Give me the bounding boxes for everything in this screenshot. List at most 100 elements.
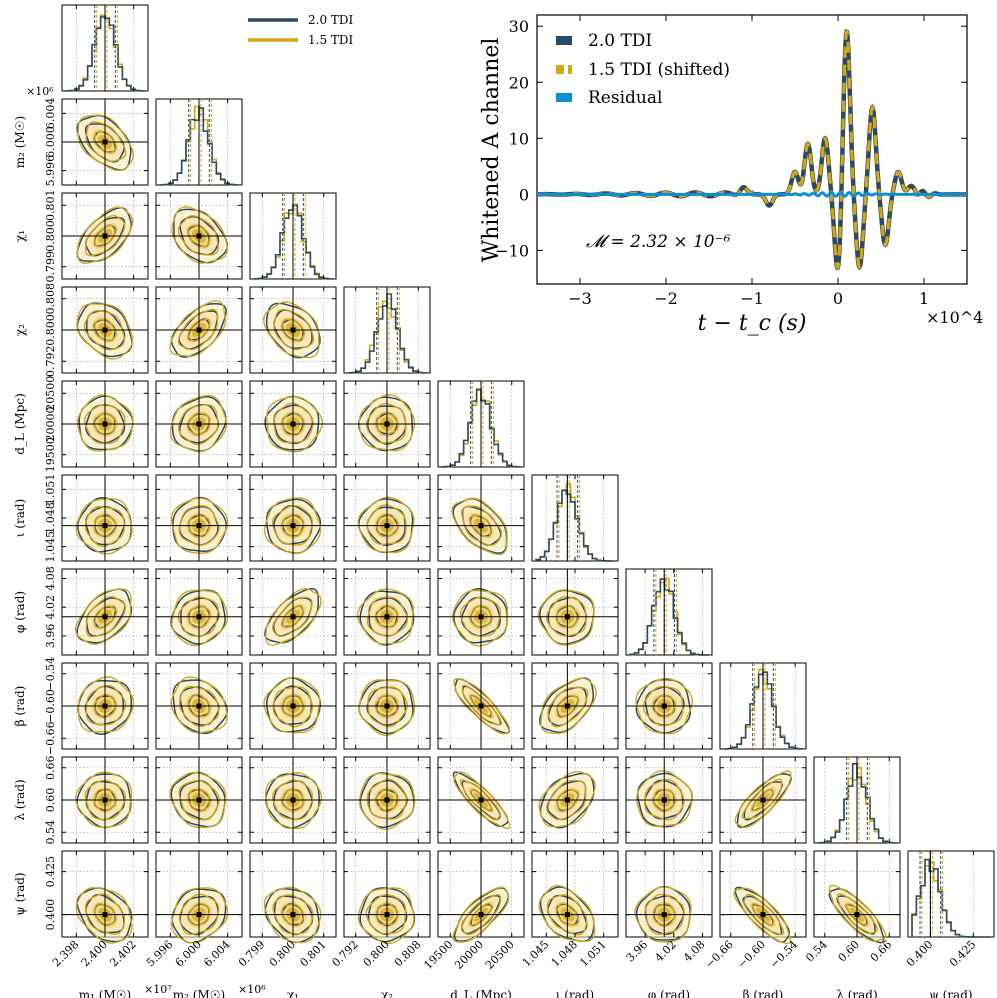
contour-1-5-tdi <box>187 788 211 812</box>
corner-panel-lambda-iota <box>531 756 619 844</box>
contour-1-5-tdi <box>546 779 587 821</box>
x-tick-label-dL: 20000 <box>452 938 486 972</box>
corner-panel-lambda-chi2 <box>343 756 431 844</box>
contour-1-5-tdi <box>93 903 117 927</box>
contour-1-5-tdi <box>546 894 588 936</box>
wave-x-tick-label: 0 <box>833 289 843 308</box>
y-axis-label-chi1: χ₁ <box>13 230 27 242</box>
y-tick-label-chi1: 0.801 <box>44 190 57 221</box>
truth-marker <box>478 523 484 529</box>
truth-marker <box>478 912 484 918</box>
wave-legend-swatch-1-5-tdi-a <box>556 65 564 74</box>
corner-panel-psi-lambda: 0.54 0.60 0.66 λ (rad) <box>803 850 901 998</box>
corner-panel-beta-m1: −0.66−0.60−0.54 β (rad) <box>13 657 149 755</box>
contour-1-5-tdi <box>171 589 229 647</box>
wave-legend-2-0-tdi: 2.0 TDI <box>588 31 652 51</box>
x-tick-label-iota: 1.051 <box>577 938 608 969</box>
contour-1-5-tdi <box>84 893 126 935</box>
contour-1-5-tdi <box>282 318 306 342</box>
truth-marker <box>290 912 296 918</box>
x-tick-label-chi2: 0.792 <box>329 938 360 969</box>
contour-1-5-tdi <box>281 605 305 628</box>
contour-1-5-tdi <box>187 412 210 436</box>
x-axis-label-m1: m₁ (M☉) <box>79 988 131 998</box>
waveform-x-label: t − t_c (s) <box>698 311 807 336</box>
contour-1-5-tdi <box>751 903 775 926</box>
corner-panel-beta-dL <box>437 662 525 750</box>
waveform-x-ticks: −3 −2 −1 0 1 <box>568 15 929 308</box>
contour-2-0-tdi <box>264 588 320 644</box>
contour-2-0-tdi <box>170 589 226 645</box>
truth-marker <box>290 797 296 803</box>
y-axis-label-beta: β (rad) <box>13 686 27 727</box>
contour-1-5-tdi <box>271 596 313 638</box>
contour-1-5-tdi <box>76 206 134 264</box>
contour-1-5-tdi <box>187 318 211 342</box>
truth-marker <box>196 797 202 803</box>
truth-marker <box>102 233 108 239</box>
wave-x-tick-label: −3 <box>568 289 592 308</box>
contour-1-5-tdi <box>93 693 117 717</box>
truth-marker <box>102 703 108 709</box>
waveform-y-label: Whitened A channel <box>479 38 504 263</box>
waveform-axes-frame <box>536 14 968 285</box>
truth-marker <box>290 421 296 427</box>
truth-marker <box>196 233 202 239</box>
corner-panel-phi-chi2 <box>343 568 431 656</box>
x-tick-label-iota: 1.048 <box>549 938 580 969</box>
corner-panel-m1-m1 <box>61 4 149 92</box>
truth-marker <box>760 912 766 918</box>
y-tick-label-phi: 4.02 <box>44 595 57 620</box>
x-tick-label-psi: 0.400 <box>904 938 935 969</box>
y-tick-label-phi: 3.96 <box>44 624 57 649</box>
wave-y-tick-label: 20 <box>509 73 529 92</box>
wave-y-tick-label: 30 <box>509 17 529 36</box>
contour-1-5-tdi <box>845 903 869 926</box>
y-tick-label-beta: −0.66 <box>44 721 57 755</box>
y-tick-label-m2: 6.004 <box>44 98 57 129</box>
y-tick-label-chi1: 0.800 <box>44 220 57 252</box>
y-tick-label-dL: 20000 <box>44 407 57 442</box>
x-axis-scale-m2: ×10⁶ <box>238 983 266 996</box>
contour-1-5-tdi <box>265 588 322 646</box>
truth-marker <box>478 703 484 709</box>
legend-label-2-0-tdi: 2.0 TDI <box>308 13 354 27</box>
contour-2-0-tdi <box>173 208 228 264</box>
x-tick-label-chi1: 0.800 <box>267 938 298 969</box>
y-tick-label-chi1: 0.799 <box>44 251 57 283</box>
truth-marker <box>478 797 484 803</box>
corner-panel-chi1-chi1 <box>249 192 337 280</box>
contour-1-5-tdi <box>538 771 596 828</box>
y-axis-label-psi: ψ (rad) <box>13 872 27 915</box>
y-tick-label-lambda: 0.60 <box>44 788 57 813</box>
contour-1-5-tdi <box>177 215 219 256</box>
y-tick-label-m2: 5.996 <box>44 155 57 187</box>
wave-x-tick-label: −1 <box>740 289 764 308</box>
corner-panel-dL-chi2 <box>343 380 431 468</box>
contour-1-5-tdi <box>555 902 579 926</box>
histogram-tdi20 <box>911 858 990 938</box>
truth-marker <box>102 523 108 529</box>
corner-panel-m2-m2 <box>155 98 243 186</box>
contour-1-5-tdi <box>177 308 219 351</box>
corner-panel-chi2-chi1 <box>249 286 337 374</box>
corner-panel-beta-phi <box>625 662 713 750</box>
corner-panel-psi-beta: −0.66 −0.60 −0.54β (rad) <box>703 850 807 998</box>
contour-1-5-tdi <box>169 300 227 358</box>
contour-1-5-tdi <box>169 771 227 829</box>
x-tick-label-phi: 3.96 <box>624 938 651 965</box>
truth-marker <box>478 614 484 620</box>
corner-panel-psi-phi: 3.96 4.02 4.08φ (rad) <box>624 850 713 998</box>
x-axis-label-chi1: χ₁ <box>287 988 299 998</box>
contour-1-5-tdi <box>178 685 220 728</box>
contour-1-5-tdi <box>171 206 228 264</box>
contour-1-5-tdi <box>170 676 228 734</box>
